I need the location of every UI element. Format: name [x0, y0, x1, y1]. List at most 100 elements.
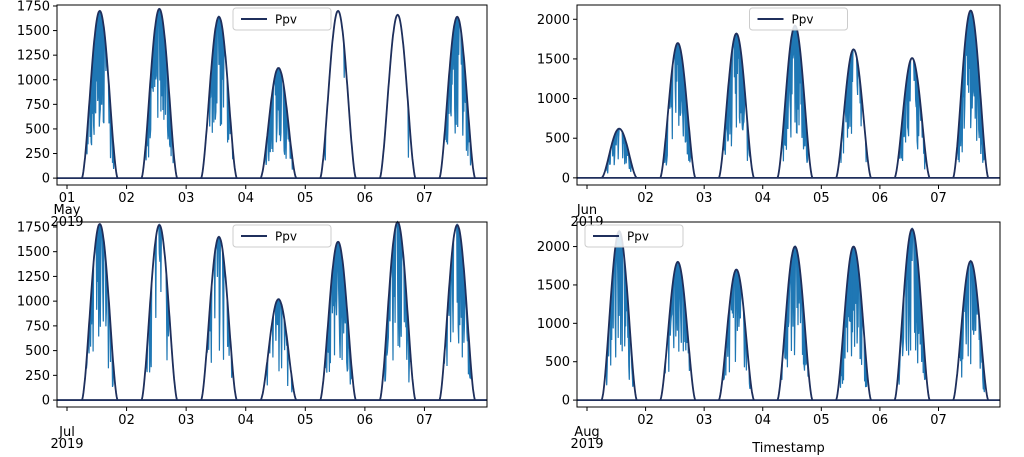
x-tick-label: 02 [118, 413, 135, 428]
ppv-day-spikes [835, 246, 872, 401]
x-tick-label: 06 [872, 413, 889, 428]
legend-box [232, 7, 332, 31]
ppv-day-spikes [81, 224, 119, 401]
x-tick-label: May [54, 203, 81, 218]
legend-label: Ppv [275, 13, 297, 27]
x-tick-label: Aug [574, 425, 599, 440]
ppv-day-spikes [894, 227, 931, 401]
axes-frame [576, 221, 1001, 408]
ppv-day-curve [659, 42, 697, 179]
ppv-day-spikes [894, 57, 931, 179]
ppv-day-curve [200, 15, 238, 179]
y-tick-label: 0 [562, 394, 570, 409]
y-tick-label: 500 [545, 132, 570, 147]
x-tick-label: 06 [872, 191, 889, 206]
x-tick-label: 03 [696, 191, 713, 206]
ppv-day-spikes [260, 69, 297, 179]
x-tick-label: 2019 [50, 437, 83, 452]
y-tick-label: 500 [25, 122, 50, 137]
y-tick-label: 750 [25, 98, 50, 113]
x-tick-label: Jul [58, 425, 75, 440]
y-tick-label: 1500 [17, 245, 50, 260]
ppv-day-curve [81, 9, 119, 179]
x-tick-label: 01 [59, 191, 76, 206]
ppv-day-curve [601, 127, 638, 179]
ppv-day-curve [718, 268, 755, 401]
legend-label: Ppv [627, 230, 649, 244]
x-tick-label: 07 [930, 413, 947, 428]
x-tick-label: 04 [754, 413, 771, 428]
ppv-day-spikes [659, 261, 696, 401]
legend: Ppv [749, 7, 848, 31]
axes-frame [56, 4, 488, 186]
y-tick-label: 2000 [537, 240, 570, 255]
ppv-day-spikes [200, 235, 238, 401]
y-tick-label: 500 [25, 344, 50, 359]
y-tick-label: 1000 [17, 73, 50, 88]
ppv-day-curve [893, 57, 931, 179]
y-tick-label: 2000 [537, 13, 570, 28]
legend: Ppv [232, 7, 332, 31]
ppv-day-curve [259, 298, 298, 401]
ppv-day-curve [952, 9, 990, 179]
x-tick-label: 02 [118, 191, 135, 206]
y-tick-label: 0 [562, 171, 570, 186]
ppv-day-curve [952, 260, 990, 401]
y-tick-label: 0 [42, 394, 50, 409]
y-tick-label: 1500 [17, 24, 50, 39]
ppv-day-spikes [438, 17, 476, 179]
x-tick-label: 05 [813, 191, 830, 206]
ppv-day-spikes [718, 268, 755, 401]
ppv-day-spikes [438, 222, 476, 401]
legend-box [749, 7, 848, 31]
x-axis-title: Timestamp [751, 441, 825, 456]
x-tick-label: 05 [813, 413, 830, 428]
x-tick-label: 06 [357, 413, 374, 428]
x-tick-label: 07 [416, 191, 433, 206]
y-tick-label: 1250 [17, 49, 50, 64]
ppv-day-spikes [601, 229, 638, 401]
ppv-day-spikes [659, 43, 696, 179]
ppv-day-curve [140, 7, 179, 179]
legend-box [584, 224, 684, 248]
axes-frame [56, 221, 488, 408]
y-tick-label: 750 [25, 319, 50, 334]
ppv-day-curve [717, 32, 755, 179]
legend: Ppv [232, 224, 332, 248]
ppv-day-curve [378, 13, 417, 179]
x-tick-label: 02 [637, 191, 654, 206]
legend: Ppv [584, 224, 684, 248]
ppv-day-curve [438, 15, 476, 179]
legend-label: Ppv [792, 13, 814, 27]
y-tick-label: 1500 [537, 278, 570, 293]
ppv-day-curve [893, 227, 931, 401]
ppv-day-spikes [260, 297, 297, 401]
ppv-day-spikes [601, 127, 638, 179]
y-tick-label: 1000 [537, 317, 570, 332]
ppv-day-curve [140, 224, 179, 401]
y-tick-label: 250 [25, 147, 50, 162]
ppv-day-curve [835, 245, 872, 401]
ppv-day-curve [259, 67, 298, 179]
ppv-day-curve [81, 222, 119, 401]
ppv-day-spikes [718, 33, 755, 179]
y-tick-label: 1250 [17, 270, 50, 285]
y-tick-label: 1750 [17, 0, 50, 14]
x-tick-label: 04 [237, 191, 254, 206]
y-tick-label: 1500 [537, 52, 570, 67]
x-tick-label: 04 [237, 413, 254, 428]
ppv-day-band [379, 14, 416, 179]
y-tick-label: 0 [42, 172, 50, 187]
x-tick-label: 07 [930, 191, 947, 206]
ppv-day-curve [835, 48, 872, 179]
ppv-day-curve [319, 240, 357, 401]
y-tick-label: 1000 [537, 92, 570, 107]
y-tick-label: 1750 [17, 220, 50, 235]
ppv-day-spikes [200, 15, 238, 179]
x-tick-label: 2019 [570, 437, 603, 452]
x-tick-label: 03 [178, 413, 195, 428]
ppv-day-spikes [952, 11, 989, 179]
